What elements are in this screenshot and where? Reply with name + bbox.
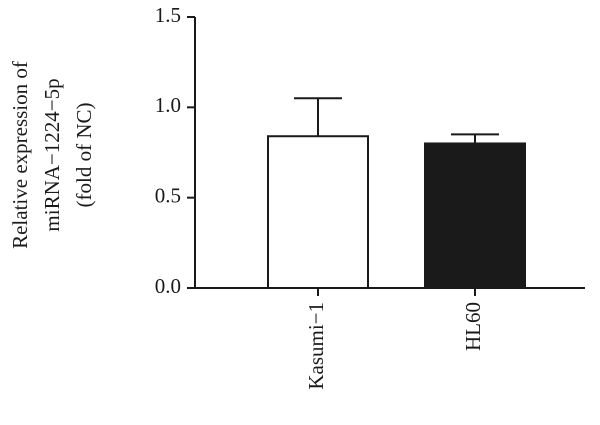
y-tick-label: 1.0: [155, 93, 181, 117]
y-axis-label: Relative expression of: [8, 61, 32, 249]
y-axis-label: (fold of NC): [72, 103, 96, 208]
y-tick-label: 0.0: [155, 274, 181, 298]
y-tick-label: 1.5: [155, 3, 181, 27]
x-tick-label: Kasumi−1: [304, 302, 328, 390]
bar: [424, 142, 526, 289]
bar: [267, 135, 369, 289]
y-tick-label: 0.5: [155, 183, 181, 207]
x-tick-label: HL60: [461, 302, 485, 351]
y-axis-label: miRNA−1224−5p: [40, 78, 64, 231]
